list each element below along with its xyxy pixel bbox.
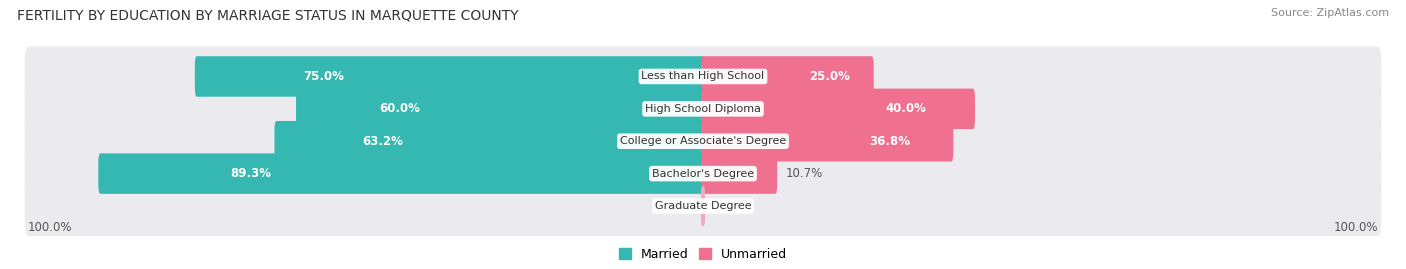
Text: 100.0%: 100.0%	[1333, 221, 1378, 233]
Text: 25.0%: 25.0%	[808, 70, 851, 83]
Text: College or Associate's Degree: College or Associate's Degree	[620, 136, 786, 146]
FancyBboxPatch shape	[297, 89, 704, 129]
Text: High School Diploma: High School Diploma	[645, 104, 761, 114]
FancyBboxPatch shape	[25, 144, 1381, 204]
Text: 100.0%: 100.0%	[28, 221, 73, 233]
Text: Bachelor's Degree: Bachelor's Degree	[652, 169, 754, 179]
FancyBboxPatch shape	[25, 47, 1381, 107]
Text: 89.3%: 89.3%	[231, 167, 271, 180]
FancyBboxPatch shape	[702, 121, 953, 161]
Text: 10.7%: 10.7%	[786, 167, 823, 180]
FancyBboxPatch shape	[274, 121, 704, 161]
Text: Graduate Degree: Graduate Degree	[655, 201, 751, 211]
FancyBboxPatch shape	[702, 186, 704, 226]
FancyBboxPatch shape	[702, 186, 704, 226]
FancyBboxPatch shape	[25, 111, 1381, 171]
Text: 60.0%: 60.0%	[378, 102, 420, 115]
Text: 63.2%: 63.2%	[363, 135, 404, 148]
Legend: Married, Unmarried: Married, Unmarried	[619, 248, 787, 261]
Text: 75.0%: 75.0%	[302, 70, 344, 83]
Text: FERTILITY BY EDUCATION BY MARRIAGE STATUS IN MARQUETTE COUNTY: FERTILITY BY EDUCATION BY MARRIAGE STATU…	[17, 8, 519, 22]
Text: Less than High School: Less than High School	[641, 72, 765, 82]
Text: 40.0%: 40.0%	[884, 102, 927, 115]
FancyBboxPatch shape	[702, 56, 873, 97]
FancyBboxPatch shape	[702, 153, 778, 194]
Text: 0.0%: 0.0%	[654, 200, 683, 213]
FancyBboxPatch shape	[195, 56, 704, 97]
FancyBboxPatch shape	[25, 176, 1381, 236]
Text: 0.0%: 0.0%	[723, 200, 752, 213]
FancyBboxPatch shape	[98, 153, 704, 194]
Text: 36.8%: 36.8%	[869, 135, 910, 148]
FancyBboxPatch shape	[702, 89, 974, 129]
Text: Source: ZipAtlas.com: Source: ZipAtlas.com	[1271, 8, 1389, 18]
FancyBboxPatch shape	[25, 79, 1381, 139]
